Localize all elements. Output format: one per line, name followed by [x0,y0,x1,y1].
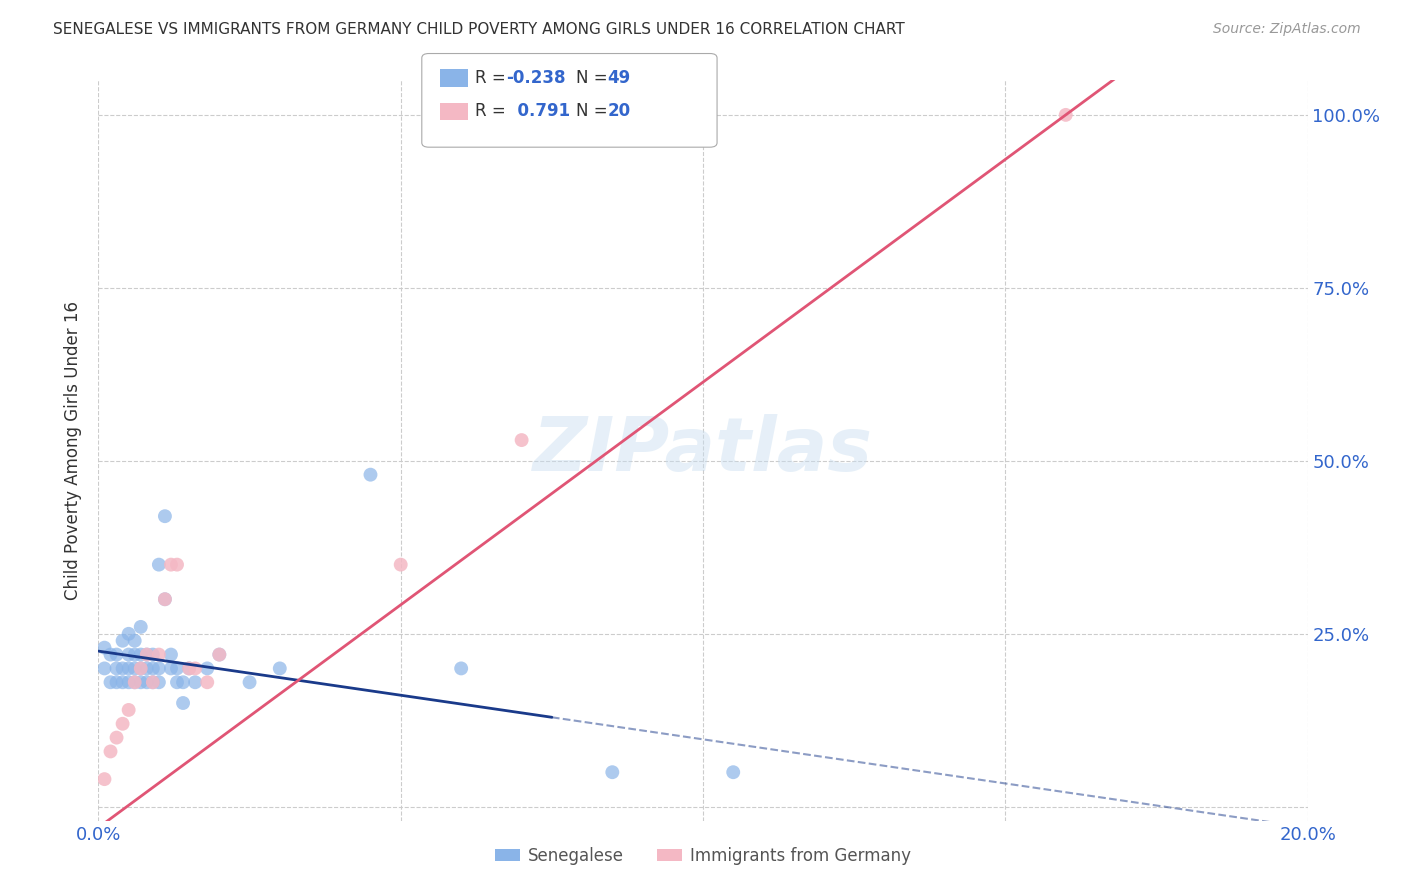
Text: 20: 20 [607,103,630,120]
Legend: Senegalese, Immigrants from Germany: Senegalese, Immigrants from Germany [488,840,918,871]
Point [118,703,141,717]
Point [135,661,157,675]
Point [105,648,128,662]
Point [135,675,157,690]
Text: SENEGALESE VS IMMIGRANTS FROM GERMANY CHILD POVERTY AMONG GIRLS UNDER 16 CORRELA: SENEGALESE VS IMMIGRANTS FROM GERMANY CH… [53,22,905,37]
Point [179,661,201,675]
Point [142,648,165,662]
Text: Source: ZipAtlas.com: Source: ZipAtlas.com [1213,22,1361,37]
Point [118,648,141,662]
Point [179,661,201,675]
Point [118,627,141,641]
Point [111,633,134,648]
Text: R =: R = [475,69,512,87]
Point [160,558,183,572]
Point [239,675,262,690]
Point [105,675,128,690]
Point [129,661,152,675]
Point [100,744,122,758]
Point [135,648,157,662]
Point [142,661,165,675]
Point [269,661,291,675]
Point [129,620,152,634]
Point [195,661,218,675]
Point [602,765,624,780]
Point [118,675,141,690]
Point [135,648,157,662]
Point [129,661,152,675]
Point [208,648,231,662]
Point [360,467,382,482]
Point [142,675,165,690]
Point [723,765,745,780]
Text: -0.238: -0.238 [506,69,565,87]
Text: 0.791: 0.791 [506,103,571,120]
Point [93,772,115,786]
Point [129,648,152,662]
Point [105,731,128,745]
Point [100,648,122,662]
Point [166,558,188,572]
Point [208,648,231,662]
Point [124,675,146,690]
Y-axis label: Child Poverty Among Girls Under 16: Child Poverty Among Girls Under 16 [65,301,83,600]
Point [111,661,134,675]
Point [148,661,170,675]
Text: N =: N = [576,69,613,87]
Text: R =: R = [475,103,512,120]
Point [1054,108,1077,122]
Point [105,661,128,675]
Text: ZIPatlas: ZIPatlas [533,414,873,487]
Point [172,675,194,690]
Point [100,675,122,690]
Point [166,675,188,690]
Point [450,661,472,675]
Point [111,716,134,731]
Point [148,558,170,572]
Point [153,592,176,607]
Text: 49: 49 [607,69,631,87]
Point [166,661,188,675]
Text: N =: N = [576,103,613,120]
Point [111,675,134,690]
Point [124,648,146,662]
Point [172,696,194,710]
Point [129,675,152,690]
Point [118,661,141,675]
Point [389,558,412,572]
Point [184,675,207,690]
Point [148,675,170,690]
Point [195,675,218,690]
Point [124,633,146,648]
Point [153,592,176,607]
Point [148,648,170,662]
Point [160,661,183,675]
Point [93,661,115,675]
Point [153,509,176,524]
Point [510,433,533,447]
Point [93,640,115,655]
Point [124,661,146,675]
Point [184,661,207,675]
Point [124,675,146,690]
Point [160,648,183,662]
Point [142,675,165,690]
